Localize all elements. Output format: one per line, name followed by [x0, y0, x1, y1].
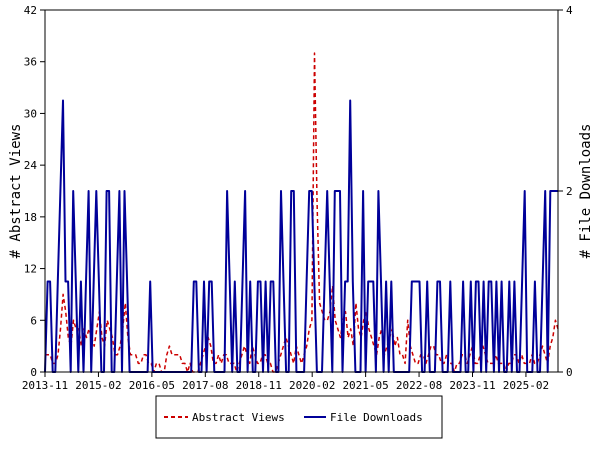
- left-tick-label: 36: [24, 56, 37, 69]
- right-tick-label: 4: [566, 4, 573, 17]
- x-tick-label: 2023-11: [449, 379, 495, 392]
- left-tick-label: 30: [24, 107, 37, 120]
- x-tick-label: 2013-11: [22, 379, 68, 392]
- legend-label-abstract-views: Abstract Views: [192, 411, 285, 424]
- left-tick-label: 24: [24, 159, 38, 172]
- right-axis: 0 2 4: [558, 4, 573, 379]
- right-axis-title: # File Downloads: [578, 124, 594, 259]
- x-tick-label: 2017-08: [182, 379, 228, 392]
- left-axis: 0 6 12 18 24 30 36 42: [24, 4, 45, 379]
- legend-label-file-downloads: File Downloads: [330, 411, 423, 424]
- left-tick-label: 42: [24, 4, 37, 17]
- x-tick-label: 2015-02: [75, 379, 121, 392]
- x-tick-label: 2016-05: [129, 379, 175, 392]
- series-line-abstract-views: [45, 52, 559, 373]
- left-axis-title: # Abstract Views: [8, 124, 24, 259]
- left-tick-label: 18: [24, 211, 37, 224]
- left-tick-label: 12: [24, 263, 37, 276]
- right-tick-label: 0: [566, 366, 573, 379]
- plot-lines: [44, 52, 559, 373]
- x-tick-label: 2018-11: [236, 379, 282, 392]
- x-tick-label: 2020-02: [289, 379, 335, 392]
- x-tick-label: 2025-02: [503, 379, 549, 392]
- legend: Abstract Views File Downloads: [155, 395, 443, 439]
- left-tick-label: 6: [30, 314, 37, 327]
- x-tick-label: 2022-08: [396, 379, 442, 392]
- x-axis: 2013-11 2015-02 2016-05 2017-08 2018-11 2020-…: [22, 372, 549, 392]
- x-tick-label: 2021-05: [342, 379, 388, 392]
- legend-box: [155, 395, 443, 439]
- right-tick-label: 2: [566, 185, 573, 198]
- left-tick-label: 0: [30, 366, 37, 379]
- series-line-file-downloads: [44, 99, 558, 373]
